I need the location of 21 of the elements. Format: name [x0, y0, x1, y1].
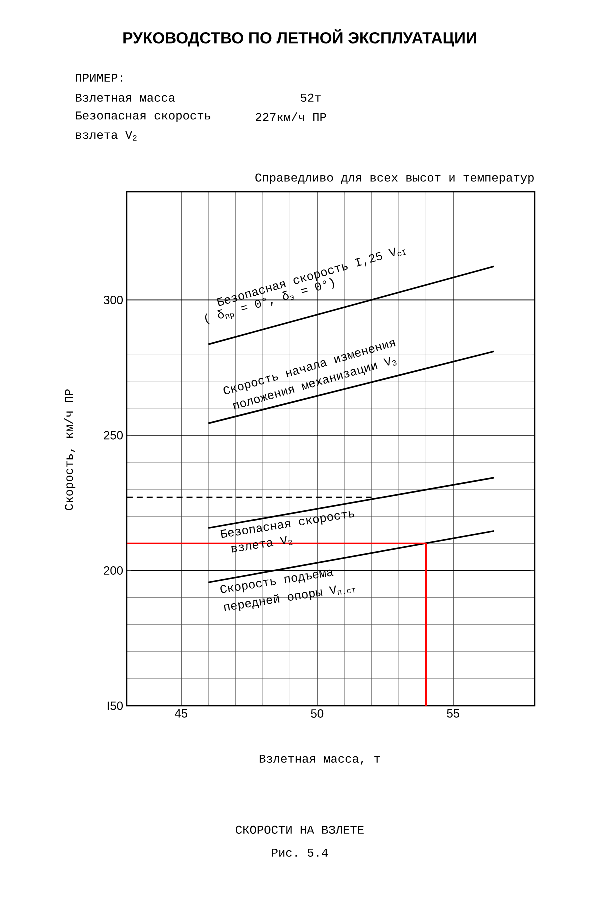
y-axis-title: Скорость, км/ч ПР [64, 390, 76, 510]
y-tick-label: 300 [104, 296, 124, 304]
chart-subtitle: Справедливо для всех высот и температур [256, 174, 534, 184]
text: ПРИМЕР: [76, 74, 123, 82]
text: Рис. 5.4 [272, 848, 328, 857]
annotation: взлета V$_{2}$ [232, 536, 293, 553]
text: Безопасная скорость [76, 112, 211, 122]
y-tick-label: 200 [104, 566, 124, 575]
text: Взлетная масса [76, 94, 176, 102]
y-tick-label: I50 [108, 702, 124, 710]
x-tick-label: 55 [447, 710, 460, 718]
text: СКОРОСТИ НА ВЗЛЕТЕ [236, 826, 364, 834]
x-axis-title: Взлетная масса, т [260, 754, 380, 765]
text: взлета V$_{2}$ [76, 131, 137, 141]
text: 52т [300, 94, 321, 102]
chart-title: РУКОВОДСТВО ПО ЛЕТНОЙ ЭКСПЛУАТАЦИИ [124, 29, 476, 47]
annotation: Безопасная скорость [220, 512, 355, 538]
x-tick-label: 50 [311, 710, 324, 718]
y-tick-label: 250 [104, 431, 124, 440]
text: 227км/ч ПР [256, 112, 326, 122]
x-tick-label: 45 [175, 710, 188, 718]
